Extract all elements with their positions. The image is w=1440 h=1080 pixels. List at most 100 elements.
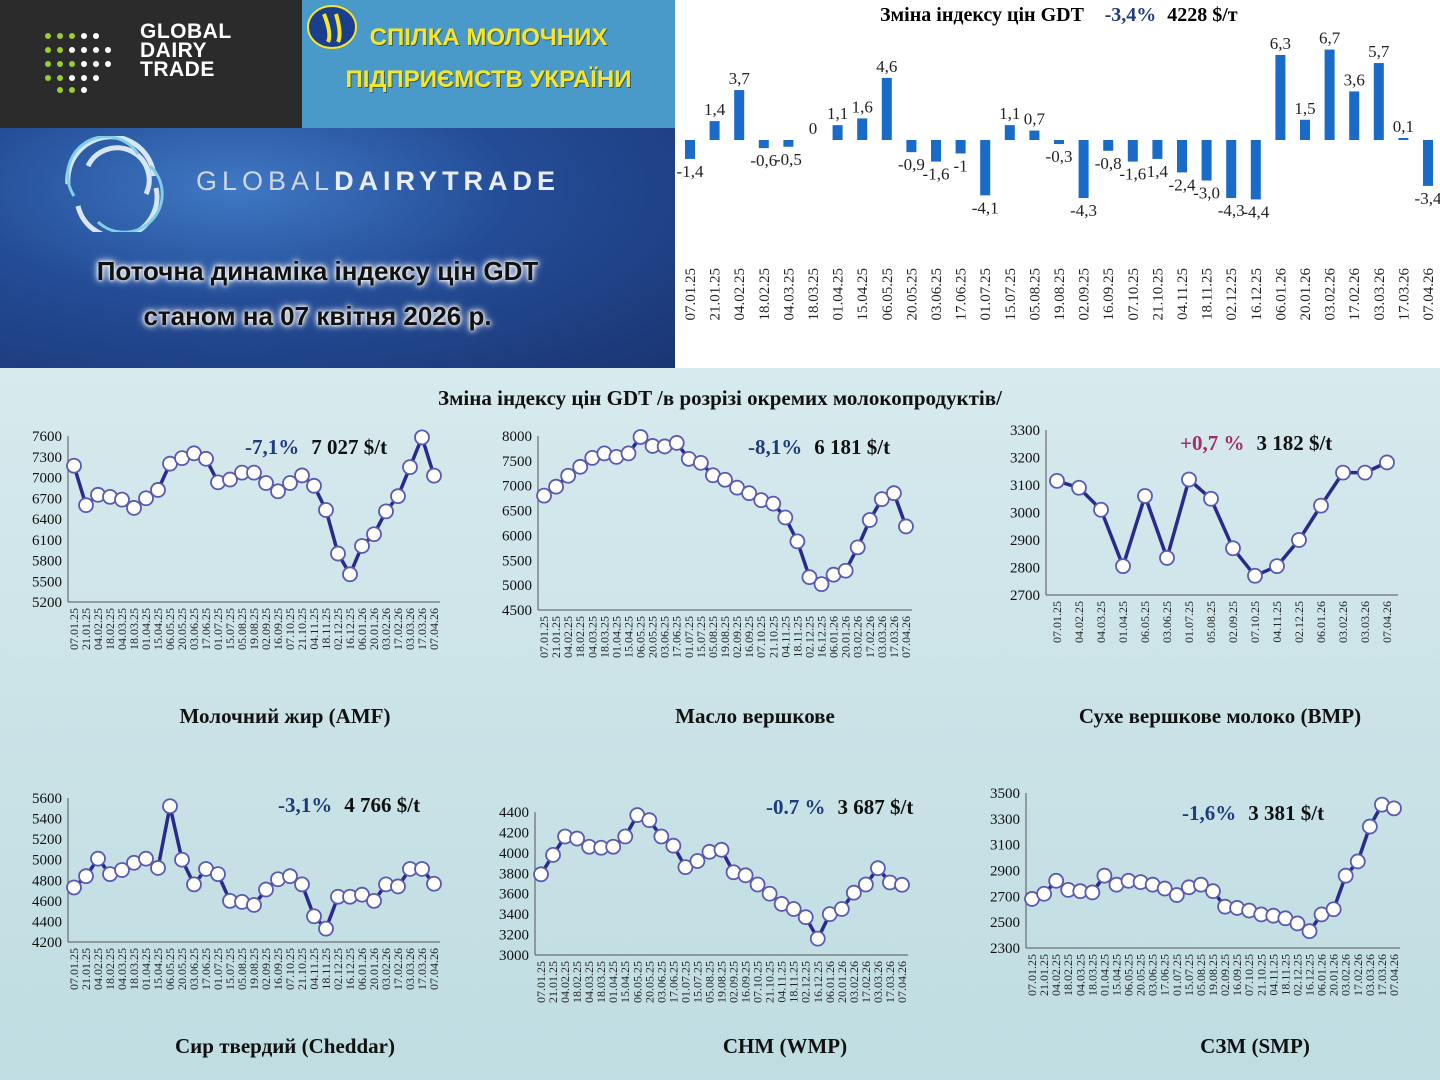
bar-data-label: 1,6 bbox=[852, 97, 873, 116]
x-tick-label: 06.01.26 bbox=[823, 961, 837, 1003]
x-tick-label: 04.11.25 bbox=[1266, 954, 1280, 996]
data-point bbox=[1289, 915, 1306, 932]
x-tick-label: 07.10.25 bbox=[1248, 601, 1262, 643]
data-point bbox=[426, 467, 442, 484]
x-tick-label: 18.03.25 bbox=[127, 948, 141, 990]
x-tick-label: 07.04.26 bbox=[1387, 954, 1401, 996]
smp-line-chart: 2300 2500 2700 2900 3100 3300 3500 07.01.2521.0… bbox=[990, 786, 1402, 996]
data-point bbox=[1093, 501, 1109, 518]
data-point bbox=[1379, 454, 1395, 471]
change-label: -8,1% bbox=[748, 435, 802, 459]
data-point bbox=[605, 838, 622, 855]
y-tick-label: 4200 bbox=[499, 825, 529, 841]
y-tick-label: 3400 bbox=[499, 907, 529, 923]
x-tick-label: 18.11.25 bbox=[790, 616, 804, 658]
bar bbox=[931, 140, 941, 162]
x-tick-label: 02.12.25 bbox=[331, 608, 345, 650]
bar-data-label: -4,4 bbox=[1242, 202, 1269, 221]
data-point bbox=[765, 495, 782, 512]
data-point bbox=[414, 861, 430, 877]
x-tick-label: 04.03.25 bbox=[1073, 954, 1087, 996]
x-tick-label: 06.05.25 bbox=[163, 608, 177, 650]
x-tick-label: 18.11.25 bbox=[319, 948, 333, 990]
x-tick-label: 04.02.25 bbox=[561, 616, 575, 658]
data-point bbox=[1301, 923, 1318, 940]
x-tick-label: 02.09.25 bbox=[730, 616, 744, 658]
x-tick-label: 03.06.25 bbox=[1146, 954, 1160, 996]
x-tick-label: 03.02.26 bbox=[379, 948, 393, 990]
y-tick-label: 2800 bbox=[1010, 561, 1040, 577]
data-point bbox=[861, 512, 878, 528]
gdt-index-bar-chart: -1,4 07.01.25 1,4 21.01.25 3,7 04.02.25 -0,6 18… bbox=[677, 29, 1440, 321]
data-point bbox=[641, 812, 658, 829]
x-tick-label: 06.01.26 bbox=[355, 948, 369, 990]
x-tick-label: 02.09.25 bbox=[727, 961, 741, 1003]
x-tick-label: 03.06.25 bbox=[658, 616, 672, 658]
gdt-index-title: Зміна індексу цін GDT bbox=[880, 4, 1084, 26]
data-point bbox=[318, 920, 334, 937]
smp-chart-label: СЗМ (SMP) bbox=[1200, 1034, 1310, 1058]
y-tick-label: 6100 bbox=[32, 533, 62, 549]
x-tick-label: 01.07.25 bbox=[211, 948, 225, 990]
bar-data-label: -3,0 bbox=[1193, 184, 1220, 203]
bar bbox=[1103, 140, 1114, 151]
y-tick-label: 2700 bbox=[990, 889, 1020, 905]
cheddar-chart-label: Сир твердий (Cheddar) bbox=[175, 1034, 395, 1058]
data-point bbox=[210, 866, 226, 883]
data-point bbox=[198, 450, 214, 467]
data-point bbox=[258, 881, 274, 898]
data-point bbox=[1313, 497, 1329, 514]
data-point bbox=[894, 876, 910, 893]
bar-data-label: -0,6 bbox=[750, 151, 777, 170]
data-point bbox=[174, 851, 190, 868]
y-tick-label: 3100 bbox=[1010, 478, 1040, 494]
x-tick-label: 20.05.25 bbox=[646, 616, 660, 658]
bar-data-label: 6,7 bbox=[1319, 29, 1341, 48]
x-tick-label: 06.01.26 bbox=[1315, 954, 1329, 996]
x-tick-label: 05.08.25 bbox=[702, 961, 716, 1003]
y-tick-label: 4200 bbox=[32, 935, 62, 951]
bar bbox=[685, 140, 695, 159]
bar-data-label: 0 bbox=[809, 119, 818, 138]
x-tick-label: 02.09.25 bbox=[1077, 268, 1093, 321]
y-tick-label: 4400 bbox=[32, 914, 62, 930]
data-point bbox=[1115, 558, 1131, 575]
y-tick-label: 4600 bbox=[32, 894, 62, 910]
x-tick-label: 21.01.25 bbox=[79, 608, 93, 650]
data-point bbox=[849, 539, 866, 556]
x-tick-label: 17.06.25 bbox=[1158, 954, 1172, 996]
bar-data-label: 1,4 bbox=[1147, 162, 1169, 181]
bar bbox=[980, 140, 991, 196]
data-point bbox=[1181, 471, 1197, 488]
bar bbox=[783, 140, 794, 147]
y-tick-label: 6700 bbox=[32, 491, 62, 507]
data-point bbox=[741, 485, 758, 502]
y-tick-label: 6500 bbox=[502, 504, 532, 520]
y-tick-label: 4800 bbox=[32, 873, 62, 889]
data-point bbox=[1269, 558, 1285, 575]
data-point bbox=[1225, 540, 1241, 557]
union-title-line2: ПІДПРИЄМСТВ УКРАЇНИ bbox=[345, 66, 632, 93]
x-tick-label: 03.06.25 bbox=[187, 948, 201, 990]
x-tick-label: 21.10.25 bbox=[763, 961, 777, 1003]
data-point bbox=[1096, 867, 1113, 884]
x-tick-label: 15.04.25 bbox=[151, 948, 165, 990]
x-tick-label: 02.09.25 bbox=[1226, 601, 1240, 643]
x-tick-label: 17.06.25 bbox=[954, 268, 970, 321]
data-point bbox=[126, 500, 142, 516]
change-label: -3,1% bbox=[278, 793, 332, 817]
x-tick-label: 04.11.25 bbox=[775, 961, 789, 1003]
x-tick-label: 02.09.25 bbox=[259, 608, 273, 650]
series-line bbox=[539, 813, 903, 941]
x-tick-label: 19.08.25 bbox=[1052, 268, 1068, 321]
x-tick-label: 06.05.25 bbox=[634, 616, 648, 658]
x-tick-label: 15.04.25 bbox=[855, 268, 871, 321]
x-tick-label: 17.03.26 bbox=[1396, 268, 1412, 321]
data-point bbox=[689, 853, 706, 869]
data-point bbox=[1048, 872, 1065, 889]
y-tick-label: 5600 bbox=[32, 791, 62, 807]
y-tick-label: 2500 bbox=[990, 915, 1020, 931]
x-tick-label: 07.01.25 bbox=[683, 268, 699, 321]
union-title-line1: СПІЛКА МОЛОЧНИХ bbox=[369, 24, 608, 51]
data-point bbox=[1357, 464, 1373, 481]
